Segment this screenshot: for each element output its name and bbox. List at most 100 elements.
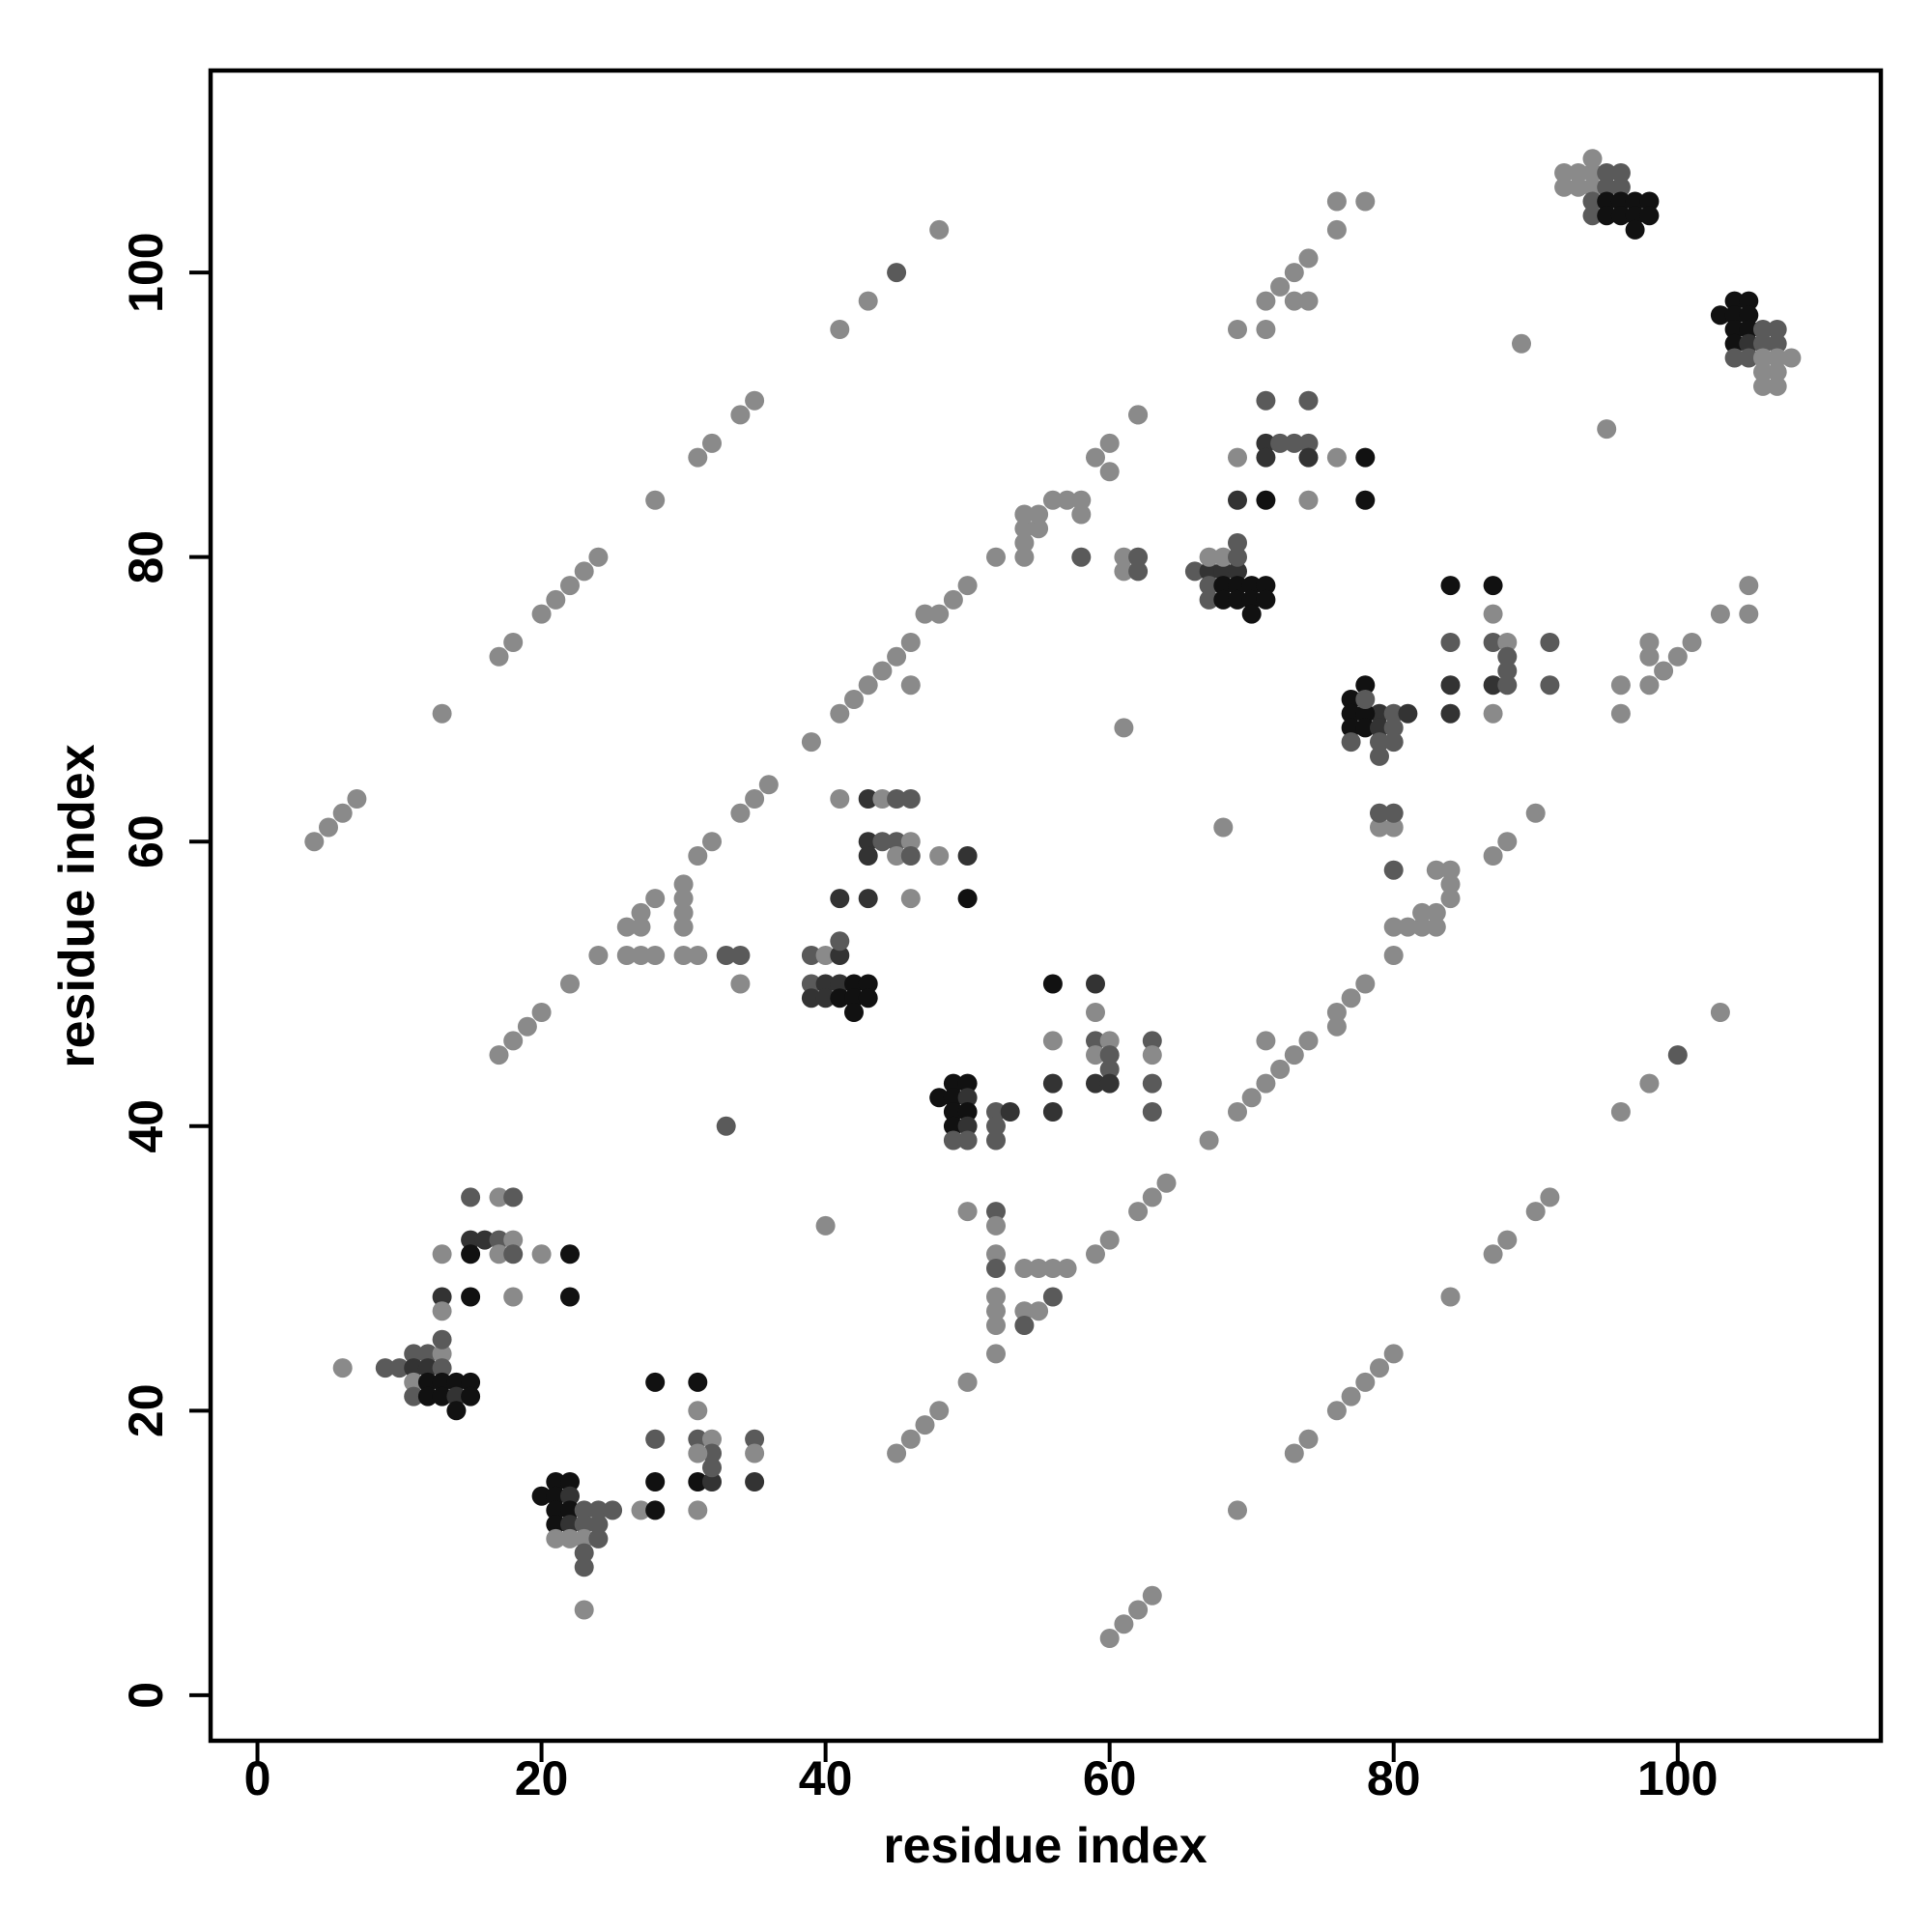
contact-point: [531, 1244, 552, 1264]
y-axis-title: residue index: [49, 744, 105, 1067]
contact-point: [332, 803, 353, 823]
contact-point: [404, 1344, 424, 1364]
contact-point: [546, 589, 566, 610]
contact-point: [1497, 1230, 1518, 1250]
contact-point: [503, 633, 524, 652]
contact-point: [560, 1500, 580, 1520]
contact-point: [1142, 1187, 1162, 1208]
contact-point: [1014, 1301, 1035, 1321]
contact-point: [1184, 561, 1205, 582]
contact-point: [432, 1372, 452, 1392]
contact-point: [1483, 675, 1503, 696]
contact-point: [830, 931, 850, 952]
contact-point: [1483, 1244, 1503, 1264]
contact-point: [986, 1344, 1006, 1364]
contact-point: [1228, 490, 1247, 510]
contact-point: [887, 263, 907, 283]
contact-point: [560, 1528, 580, 1548]
contact-point: [716, 1116, 736, 1136]
contact-point: [1128, 405, 1149, 425]
contact-point: [560, 1287, 580, 1307]
contact-point: [1412, 917, 1433, 937]
contact-point: [1326, 1401, 1347, 1421]
contact-point: [1753, 320, 1773, 339]
contact-point: [1483, 703, 1503, 724]
contact-point: [1625, 206, 1645, 226]
contact-point: [503, 1230, 524, 1250]
contact-point: [1029, 1259, 1049, 1278]
contact-point: [1739, 604, 1759, 624]
contact-point: [745, 1429, 765, 1449]
contact-point: [417, 1358, 438, 1378]
contact-point: [574, 1600, 594, 1620]
contact-point: [1582, 149, 1603, 169]
contact-point: [1667, 1045, 1688, 1065]
contact-point: [1483, 576, 1503, 596]
contact-point: [688, 1429, 708, 1449]
contact-point: [1284, 1045, 1304, 1065]
contact-point: [673, 946, 694, 965]
contact-point: [986, 1215, 1006, 1236]
contact-point: [801, 732, 821, 753]
contact-point: [1114, 561, 1134, 582]
contact-point: [1256, 433, 1276, 453]
contact-point: [1042, 974, 1063, 994]
contact-point: [844, 690, 864, 709]
contact-point: [1099, 1059, 1120, 1079]
contact-point: [531, 1486, 552, 1506]
contact-point: [1355, 703, 1376, 724]
contact-point: [1298, 390, 1319, 411]
contact-point: [574, 1528, 594, 1548]
contact-point: [1753, 333, 1773, 354]
contact-point: [1625, 191, 1645, 212]
contact-point: [1284, 263, 1304, 283]
contact-point: [1370, 703, 1389, 724]
contact-point: [1554, 177, 1575, 197]
x-tick-label: 40: [799, 1751, 853, 1805]
contact-point: [1114, 718, 1134, 738]
contact-point: [1739, 333, 1759, 354]
contact-point: [887, 832, 907, 852]
contact-point: [1370, 718, 1389, 738]
contact-point: [560, 1515, 580, 1535]
contact-point: [1370, 1358, 1389, 1378]
contact-point: [1029, 504, 1049, 525]
contact-point: [432, 1358, 452, 1378]
contact-point: [1326, 1003, 1347, 1022]
contact-point: [1099, 1629, 1120, 1648]
contact-point: [815, 1215, 836, 1236]
contact-point: [1710, 305, 1730, 326]
contact-point: [1597, 177, 1617, 197]
contact-point: [489, 1230, 509, 1250]
contact-point: [574, 1515, 594, 1535]
contact-point: [986, 1316, 1006, 1335]
contact-point: [489, 1244, 509, 1264]
contact-point: [1610, 206, 1631, 226]
contact-point: [1383, 946, 1404, 965]
contact-point: [560, 1486, 580, 1506]
contact-point: [1241, 1088, 1262, 1108]
contact-point: [858, 832, 878, 852]
contact-point: [1326, 219, 1347, 240]
contact-point: [404, 1372, 424, 1392]
contact-point: [1099, 1045, 1120, 1065]
contact-point: [1071, 547, 1092, 567]
contact-point: [546, 1528, 566, 1548]
contact-point: [1610, 703, 1631, 724]
contact-point: [574, 1543, 594, 1563]
contact-point: [1497, 832, 1518, 852]
contact-point: [957, 1102, 978, 1122]
contact-point: [1270, 433, 1291, 453]
contact-point: [688, 447, 708, 468]
contact-point: [1440, 860, 1461, 880]
contact-point: [943, 1088, 963, 1108]
contact-point: [1355, 675, 1376, 696]
contact-point: [1228, 447, 1247, 468]
contact-point: [432, 703, 452, 724]
contact-point: [1597, 163, 1617, 183]
contact-point: [1440, 675, 1461, 696]
contact-point: [389, 1358, 410, 1378]
contact-point: [957, 576, 978, 596]
y-tick-label: 40: [119, 1099, 173, 1153]
contact-point: [1568, 177, 1588, 197]
